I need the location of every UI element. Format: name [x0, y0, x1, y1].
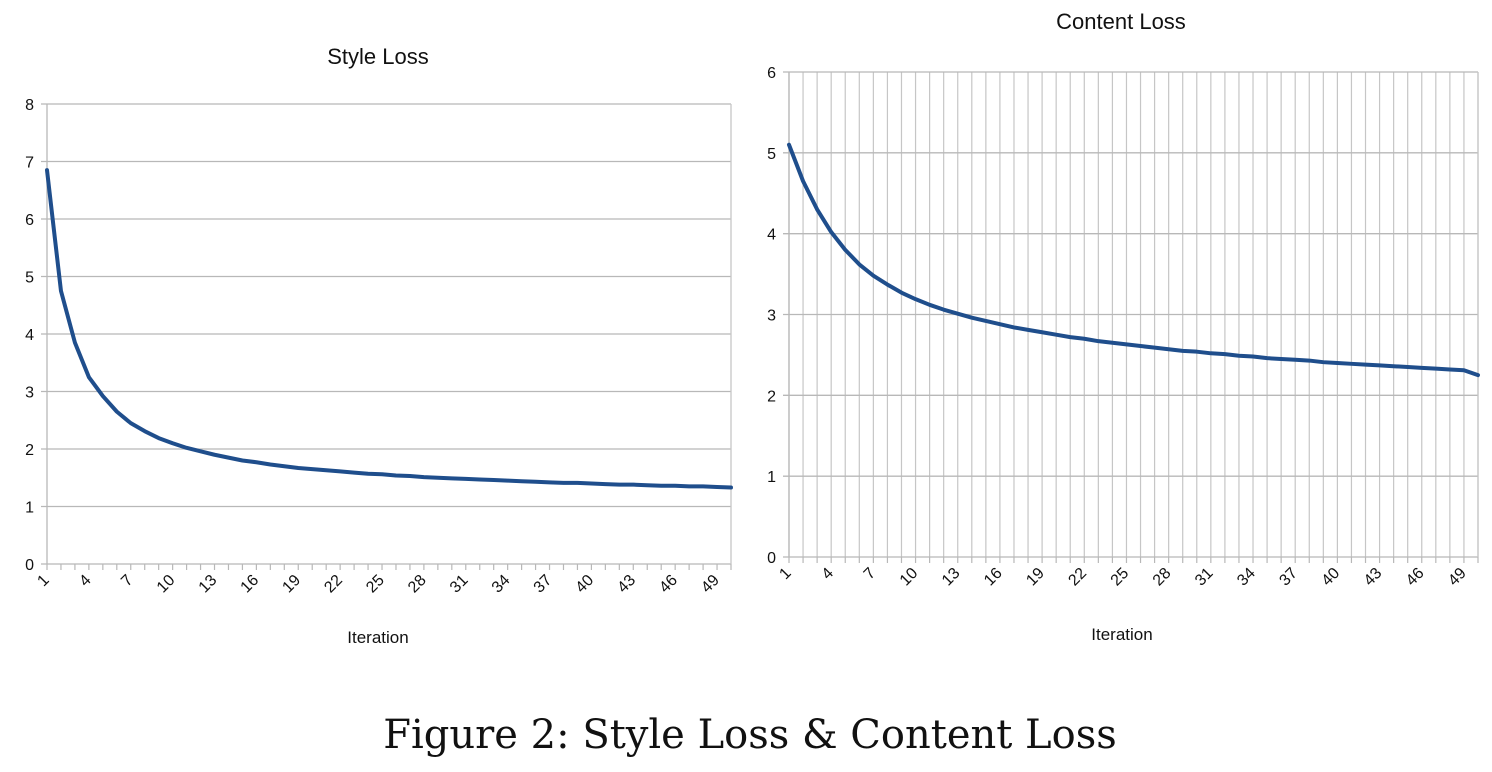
style-loss-y-tick-label: 2: [25, 442, 34, 459]
style-loss-y-tick-label: 0: [25, 557, 34, 574]
content-loss-x-tick-label: 43: [1361, 565, 1386, 590]
style-loss-y-tick-label: 8: [25, 97, 34, 114]
style-loss-y-tick-label: 4: [25, 327, 34, 344]
content-loss-x-tick-label: 1: [776, 565, 794, 583]
style-loss-y-axis: 0 1 2 3 4 5 6 7 8: [25, 97, 34, 574]
content-loss-series: [787, 142, 1480, 378]
style-loss-y-tick-label: 7: [25, 155, 34, 172]
content-loss-y-tick-label: 3: [767, 308, 776, 325]
content-loss-x-tick-label: 4: [819, 565, 837, 583]
content-loss-title: Content Loss: [1056, 9, 1186, 34]
style-loss-x-tick-label: 28: [405, 572, 430, 597]
style-loss-x-axis: 1 4 7 10 13 16 19 22 25 28 31 34 37 40 43 46 49: [34, 564, 732, 597]
style-loss-x-tick-label: 34: [489, 572, 514, 597]
content-loss-x-tick-label: 7: [861, 565, 879, 583]
content-loss-x-label: Iteration: [1091, 625, 1152, 644]
content-loss-x-tick-label: 16: [981, 565, 1006, 590]
content-loss-x-tick-label: 25: [1108, 565, 1133, 590]
style-loss-x-tick-label: 22: [321, 572, 346, 597]
style-loss-y-tick-label: 3: [25, 385, 34, 402]
content-loss-y-axis: 0 1 2 3 4 5 6: [767, 65, 776, 567]
style-loss-x-tick-label: 25: [363, 572, 388, 597]
style-loss-line: [45, 168, 733, 490]
content-loss-y-tick-label: 6: [767, 65, 776, 82]
style-loss-x-tick-label: 49: [698, 572, 723, 597]
content-loss-x-tick-label: 46: [1403, 565, 1428, 590]
style-loss-y-tick-label: 1: [25, 500, 34, 517]
content-loss-grid: [783, 71, 1479, 558]
content-loss-y-tick-label: 4: [767, 227, 776, 244]
style-loss-grid: [41, 103, 732, 565]
style-loss-x-tick-label: 4: [76, 572, 94, 590]
style-loss-x-tick-label: 19: [279, 572, 304, 597]
content-loss-x-tick-label: 22: [1065, 565, 1090, 590]
content-loss-y-tick-label: 5: [767, 146, 776, 163]
content-loss-x-axis: 1 4 7 10 13 16 19 22 25 28 31 34 37 40 43 46 49: [776, 557, 1479, 590]
style-loss-y-tick-label: 6: [25, 212, 34, 229]
content-loss-x-tick-label: 37: [1276, 565, 1301, 590]
content-loss-y-tick-label: 2: [767, 388, 776, 405]
style-loss-x-tick-label: 46: [656, 572, 681, 597]
style-loss-x-tick-label: 43: [614, 572, 639, 597]
style-loss-x-tick-label: 1: [34, 572, 52, 590]
content-loss-x-tick-label: 40: [1319, 565, 1344, 590]
style-loss-x-label: Iteration: [347, 628, 408, 647]
content-loss-x-tick-label: 49: [1445, 565, 1470, 590]
style-loss-x-tick-label: 37: [531, 572, 556, 597]
style-loss-y-tick-label: 5: [25, 270, 34, 287]
style-loss-x-tick-label: 7: [118, 572, 136, 590]
style-loss-x-tick-label: 13: [196, 572, 221, 597]
style-loss-x-tick-label: 31: [447, 572, 472, 597]
content-loss-x-tick-label: 28: [1150, 565, 1175, 590]
style-loss-x-tick-label: 10: [154, 572, 179, 597]
content-loss-x-tick-label: 31: [1192, 565, 1217, 590]
content-loss-x-tick-label: 10: [897, 565, 922, 590]
content-loss-line: [787, 142, 1480, 378]
style-loss-series: [45, 168, 733, 490]
style-loss-x-tick-label: 16: [238, 572, 263, 597]
content-loss-x-tick-label: 34: [1234, 565, 1259, 590]
style-loss-title: Style Loss: [327, 44, 429, 69]
figure-caption: Figure 2: Style Loss & Content Loss: [383, 712, 1117, 758]
style-loss-x-tick-label: 40: [573, 572, 598, 597]
content-loss-y-tick-label: 0: [767, 550, 776, 567]
content-loss-x-tick-label: 13: [939, 565, 964, 590]
content-loss-y-tick-label: 1: [767, 469, 776, 486]
content-loss-x-tick-label: 19: [1023, 565, 1048, 590]
